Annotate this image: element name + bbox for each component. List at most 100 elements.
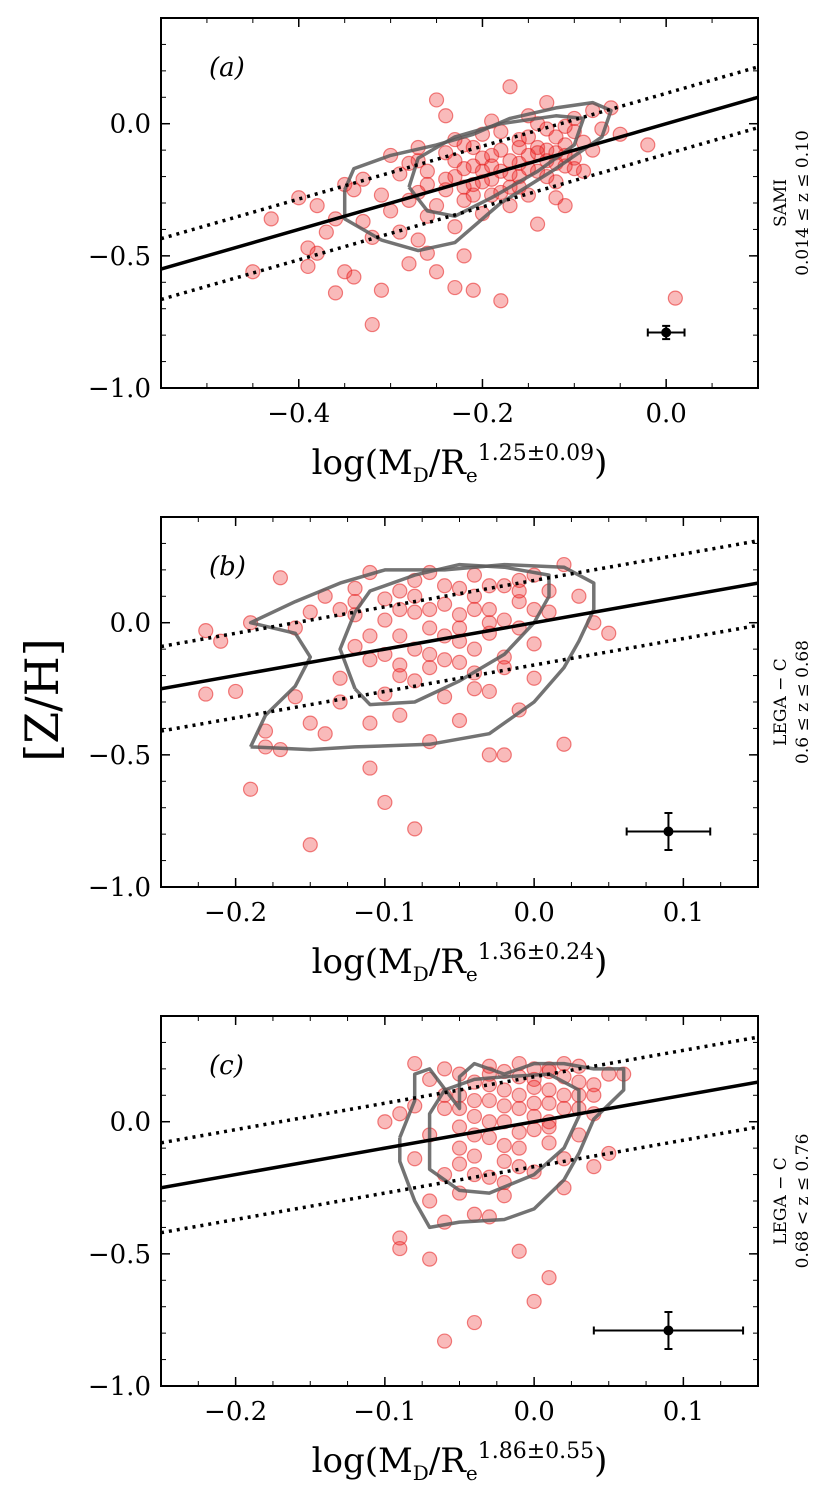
- xlabel-mid: /R: [429, 942, 467, 982]
- scatter-point-112: [548, 190, 564, 206]
- xlabel-sub-d: D: [413, 962, 429, 986]
- scatter-point-16: [317, 726, 333, 742]
- scatter-point-22: [347, 638, 363, 655]
- scatter-point-82: [575, 163, 592, 179]
- x-tick-label: −0.4: [267, 399, 330, 429]
- scatter-point-33: [428, 92, 445, 108]
- scatter-point-44: [526, 1293, 542, 1310]
- x-tick-label: −0.2: [451, 399, 514, 429]
- xlabel-close: ): [594, 443, 607, 483]
- x-tick-label: 0.1: [663, 898, 704, 928]
- scatter-point-38: [407, 821, 423, 837]
- density-contours: [398, 1061, 626, 1230]
- scatter-point-28: [377, 612, 393, 628]
- scatter-point-26: [401, 256, 417, 272]
- fit-lines: [161, 65, 758, 302]
- scatter-point-77: [496, 1098, 512, 1114]
- errorbar-marker: [663, 826, 674, 837]
- x-tick-label: 0.1: [663, 1397, 704, 1427]
- scatter-point-61: [496, 747, 512, 763]
- panels-group: −0.4 −0.2 0.0 −1.0 −0.5 0.0 (a) SAMI 0.014 ≤ z ≤…: [88, 17, 813, 1485]
- scatter-point-19: [332, 670, 348, 686]
- xlabel-main: log(M: [312, 443, 413, 483]
- scatter-point-41: [422, 734, 438, 750]
- side-label-redshift: 0.68 < z ≤ 0.76: [793, 1134, 813, 1269]
- axis-ticks: −0.4 −0.2 0.0 −1.0 −0.5 0.0: [88, 17, 759, 429]
- xlabel-mid: /R: [429, 443, 467, 483]
- xlabel-main: log(M: [312, 942, 413, 982]
- xlabel-close: ): [594, 1441, 607, 1481]
- scatter-point-84: [511, 1124, 527, 1140]
- upper-scatter-line: [161, 539, 758, 649]
- xlabel-sub-e: e: [466, 1461, 478, 1485]
- scatter-point-54: [466, 567, 483, 583]
- xlabel-sub-e: e: [466, 463, 478, 487]
- scatter-point-36: [511, 1100, 527, 1117]
- x-axis-label: log(MD/Re1.25±0.09): [312, 441, 608, 487]
- y-tick-label: 0.0: [110, 609, 151, 639]
- scatter-point-75: [601, 625, 617, 641]
- scatter-point-73: [571, 588, 587, 604]
- scatter-point-34: [392, 707, 408, 723]
- scatter-point-89: [667, 290, 683, 306]
- scatter-point-113: [566, 161, 582, 177]
- scatter-point-56: [493, 142, 509, 158]
- scatter-point-39: [407, 604, 423, 620]
- scatter-point-54: [493, 293, 509, 309]
- contour-line-2: [338, 562, 551, 707]
- scatter-point-59: [496, 578, 512, 594]
- scatter-point-4: [300, 240, 316, 256]
- scatter-point-43: [422, 620, 438, 636]
- axis-ticks: −0.2 −0.1 0.0 0.1 −1.0 −0.5 0.0: [88, 1015, 759, 1427]
- upper-scatter-line: [161, 1035, 758, 1145]
- x-tick-label: −0.1: [353, 898, 416, 928]
- scatter-point-14: [302, 715, 318, 731]
- x-tick-label: 0.0: [645, 399, 686, 429]
- scatter-point-58: [481, 683, 497, 700]
- scatter-point-29: [377, 794, 393, 811]
- scatter-point-65: [511, 583, 527, 599]
- side-label-survey: LEGA − C: [771, 1157, 791, 1245]
- scatter-point-11: [337, 264, 353, 280]
- contour-line-2: [427, 1072, 581, 1195]
- scatter-point-11: [422, 1251, 438, 1267]
- scatter-point-27: [481, 1129, 497, 1146]
- best-fit-line: [161, 95, 758, 271]
- scatter-point-1: [245, 264, 261, 280]
- scatter-point-49: [541, 1270, 557, 1286]
- scatter-point-47: [541, 1135, 557, 1151]
- scatter-point-62: [496, 612, 512, 628]
- errorbar-marker: [661, 327, 672, 338]
- scatter-point-41: [526, 1122, 542, 1138]
- scatter-point-50: [451, 607, 468, 623]
- contour-line-2: [407, 114, 586, 218]
- y-tick-label: 0.0: [110, 1108, 151, 1138]
- contour-line-1: [398, 1061, 626, 1230]
- typical-errorbar: [592, 1311, 745, 1350]
- side-label-redshift: 0.6 ≤ z ≤ 0.68: [793, 640, 813, 764]
- scatter-point-5: [300, 258, 316, 275]
- x-tick-label: 0.0: [513, 1397, 554, 1427]
- scatter-point-6: [242, 781, 259, 797]
- scatter-point-8: [318, 224, 334, 240]
- scatter-point-57: [481, 601, 497, 618]
- scatter-point-66: [526, 636, 542, 652]
- scatter-point-71: [556, 1087, 572, 1103]
- scatter-point-12: [287, 689, 303, 705]
- scatter-point-89: [586, 1087, 602, 1103]
- density-contours: [342, 100, 613, 253]
- scatter-point-78: [392, 667, 408, 684]
- lower-scatter-line: [161, 623, 758, 733]
- scatter-point-32: [419, 163, 435, 179]
- scatter-point-82: [451, 654, 468, 670]
- side-label-survey: LEGA − C: [771, 658, 791, 746]
- scatter-point-66: [481, 1114, 497, 1130]
- scatter-point-26: [362, 760, 378, 776]
- scatter-point-25: [362, 652, 378, 668]
- scatter-point-94: [422, 601, 438, 618]
- scatter-point-3: [392, 1230, 408, 1246]
- y-axis-label: [Z/H]: [15, 638, 69, 761]
- contour-line-1: [248, 562, 596, 752]
- scatter-point-83: [466, 681, 483, 697]
